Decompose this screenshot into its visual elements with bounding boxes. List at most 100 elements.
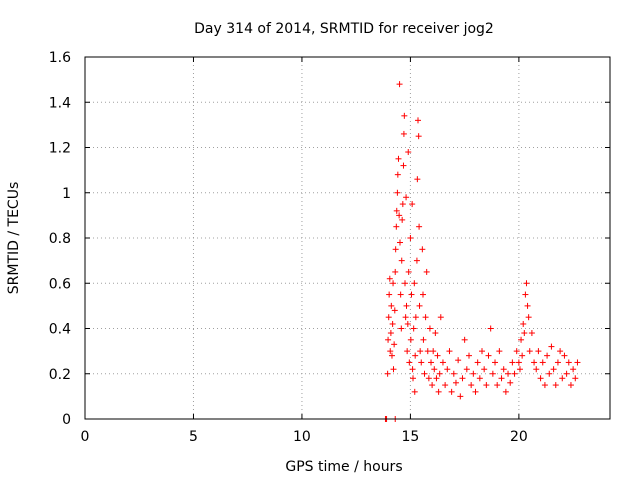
data-point-plus	[387, 348, 394, 355]
data-point-plus	[455, 357, 462, 364]
data-point-plus	[425, 375, 432, 382]
data-point-plus	[565, 359, 572, 366]
data-point-plus	[398, 257, 405, 264]
y-tick-label: 0.2	[49, 367, 71, 383]
data-point-plus	[404, 348, 411, 355]
data-point-plus	[520, 320, 527, 327]
data-point-plus	[405, 268, 412, 275]
data-point-plus	[433, 375, 440, 382]
chart-title: Day 314 of 2014, SRMTID for receiver jog…	[194, 21, 494, 37]
data-point-plus	[412, 314, 419, 321]
data-point-plus	[528, 330, 535, 337]
data-point-plus	[567, 382, 574, 389]
data-point-plus	[496, 348, 503, 355]
data-point-plus	[409, 201, 416, 208]
data-point-plus	[550, 366, 557, 373]
data-point-plus	[401, 112, 408, 119]
data-point-plus	[419, 291, 426, 298]
y-tick-label: 1	[62, 186, 71, 202]
y-tick-label: 0	[62, 412, 71, 428]
data-point-plus	[572, 375, 579, 382]
data-point-plus	[525, 314, 532, 321]
data-point-plus	[396, 212, 403, 219]
data-point-plus	[397, 239, 403, 246]
data-point-plus	[386, 291, 393, 298]
data-point-plus	[396, 81, 403, 88]
data-point-plus	[535, 348, 542, 355]
data-point-plus	[472, 388, 479, 395]
data-point-plus	[544, 352, 551, 359]
data-point-plus	[470, 370, 477, 377]
data-point-plus	[519, 352, 526, 359]
data-point-plus	[483, 382, 490, 389]
data-point-plus	[516, 366, 523, 373]
data-point-plus	[422, 314, 429, 321]
data-point-plus	[513, 348, 520, 355]
x-tick-label: 20	[510, 429, 528, 445]
x-tick-label: 15	[401, 429, 419, 445]
data-point-plus	[399, 201, 406, 208]
data-point-plus	[410, 325, 417, 332]
data-point-plus	[394, 189, 401, 196]
data-point-plus	[548, 343, 555, 350]
data-point-plus	[409, 366, 416, 373]
data-point-plus	[413, 257, 420, 264]
data-point-plus	[386, 275, 393, 282]
data-point-plus	[481, 366, 488, 373]
data-point-plus	[523, 280, 530, 287]
data-point-plus	[444, 366, 451, 373]
data-point-plus	[537, 375, 544, 382]
data-point-plus	[489, 370, 496, 377]
data-point-plus	[521, 330, 528, 337]
data-point-plus	[393, 207, 400, 214]
data-point-plus	[429, 382, 436, 389]
y-tick-label: 0.8	[49, 231, 71, 247]
data-point-plus	[459, 375, 466, 382]
data-point-plus	[541, 382, 548, 389]
data-point-plus	[531, 359, 538, 366]
y-axis-label: SRMTID / TECUs	[6, 182, 22, 295]
data-point-plus	[395, 155, 402, 162]
data-point-plus	[533, 366, 540, 373]
data-point-plus	[539, 359, 546, 366]
data-point-plus	[494, 382, 501, 389]
data-point-plus	[437, 314, 444, 321]
data-point-plus	[465, 352, 472, 359]
data-point-plus	[446, 348, 453, 355]
data-point-plus	[552, 382, 559, 389]
data-point-plus	[430, 348, 437, 355]
data-point-plus	[399, 216, 406, 223]
data-point-plus	[400, 162, 407, 169]
data-point-plus	[563, 370, 570, 377]
data-point-plus	[411, 388, 418, 395]
axis-ticks	[84, 56, 610, 420]
x-axis-label: GPS time / hours	[285, 459, 402, 475]
data-point-plus	[524, 302, 531, 309]
data-point-plus	[431, 366, 438, 373]
data-point-plus	[559, 375, 566, 382]
data-point-plus	[418, 359, 425, 366]
data-point-plus	[390, 280, 397, 287]
data-point-plus	[554, 359, 561, 366]
grid-lines	[85, 57, 610, 419]
data-point-plus	[561, 352, 568, 359]
data-point-plus	[509, 359, 516, 366]
data-point-plus	[424, 348, 431, 355]
data-point-plus	[502, 388, 509, 395]
data-point-plus	[384, 370, 391, 377]
data-point-plus	[403, 302, 410, 309]
x-tick-label: 10	[293, 429, 311, 445]
data-point-plus	[476, 375, 483, 382]
data-point-plus	[391, 307, 398, 314]
data-point-plus	[393, 223, 400, 230]
data-point-plus	[448, 388, 455, 395]
data-point-plus	[407, 336, 414, 343]
y-tick-label: 1.4	[49, 95, 71, 111]
data-point-plus	[518, 336, 525, 343]
data-point-plus	[389, 320, 396, 327]
data-point-plus	[439, 359, 446, 366]
data-point-plus	[392, 268, 399, 275]
data-point-plus	[492, 359, 499, 366]
data-point-plus	[414, 176, 421, 183]
data-point-plus	[461, 336, 468, 343]
